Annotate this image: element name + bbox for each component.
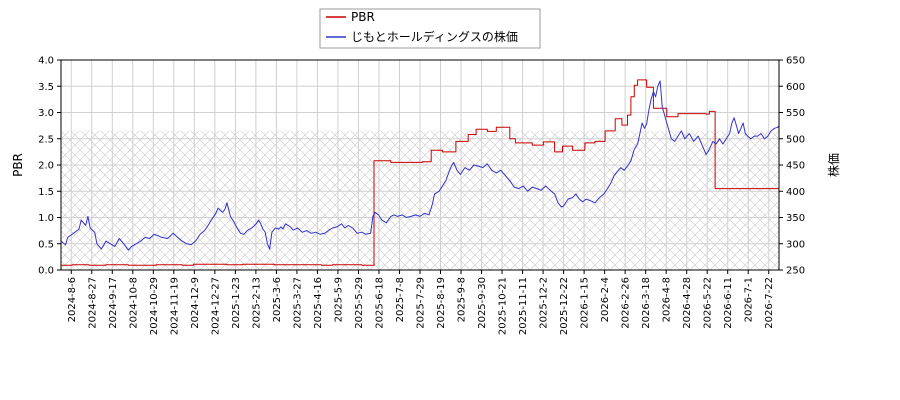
right-tick-label: 500 <box>786 134 805 145</box>
x-tick-label: 2024-9-17 <box>108 277 119 329</box>
x-tick-label: 2025-5-29 <box>354 277 365 329</box>
pbr-line <box>61 79 779 266</box>
x-tick-label: 2024-10-29 <box>149 277 160 335</box>
right-axis-title: 株価 <box>826 153 841 177</box>
legend-label-pbr: PBR <box>351 10 375 24</box>
x-tick-label: 2025-7-8 <box>395 277 406 322</box>
right-tick-label: 250 <box>786 266 805 277</box>
x-tick-label: 2024-12-27 <box>210 277 221 335</box>
x-tick-label: 2026-2-4 <box>600 277 611 322</box>
x-tick-label: 2026-7-1 <box>744 277 755 322</box>
right-tick-label: 450 <box>786 161 805 172</box>
left-tick-label: 2.5 <box>38 134 54 145</box>
x-tick-label: 2024-11-19 <box>169 277 180 335</box>
x-tick-label: 2025-2-13 <box>251 277 262 329</box>
x-tick-label: 2025-12-22 <box>559 277 570 335</box>
left-tick-label: 1.5 <box>38 187 54 198</box>
x-tick-label: 2024-10-8 <box>128 277 139 329</box>
right-tick-label: 650 <box>786 56 805 67</box>
left-tick-label: 4.0 <box>38 56 54 67</box>
left-tick-label: 1.0 <box>38 213 54 224</box>
plot-frame <box>60 59 780 271</box>
x-axis: 2024-8-6 2024-8-27 2024-9-17 2024-10-8 2024-… <box>67 270 775 335</box>
x-tick-label: 2024-8-6 <box>67 277 78 322</box>
left-tick-label: 3.0 <box>38 108 54 119</box>
legend-box <box>319 8 541 49</box>
right-tick-label: 600 <box>786 82 805 93</box>
left-tick-label: 3.5 <box>38 82 54 93</box>
x-tick-label: 2025-3-6 <box>272 277 283 322</box>
left-tick-label: 0.0 <box>38 266 54 277</box>
x-tick-label: 2025-8-19 <box>436 277 447 329</box>
x-tick-label: 2026-4-28 <box>682 277 693 329</box>
left-axis-title: PBR <box>11 153 25 177</box>
price-line <box>60 80 780 251</box>
grid <box>61 59 779 271</box>
x-tick-label: 2025-4-16 <box>313 277 324 329</box>
legend-label-price: じもとホールディングスの株価 <box>351 29 518 44</box>
right-tick-label: 300 <box>786 239 805 250</box>
x-tick-label: 2025-7-29 <box>416 277 427 329</box>
x-tick-label: 2025-6-18 <box>374 277 385 329</box>
x-tick-label: 2026-5-22 <box>703 277 714 329</box>
x-tick-label: 2025-10-21 <box>498 277 509 335</box>
right-axis: 250 300 350 400 450 500 550 600 650 <box>779 56 805 277</box>
x-tick-label: 2026-7-22 <box>764 277 775 329</box>
x-tick-label: 2026-6-11 <box>723 277 734 329</box>
x-tick-label: 2025-12-2 <box>539 277 550 329</box>
x-tick-label: 2025-5-9 <box>333 277 344 322</box>
x-tick-label: 2026-3-18 <box>641 277 652 329</box>
x-tick-label: 2025-11-11 <box>518 277 529 335</box>
x-tick-label: 2024-8-27 <box>87 277 98 329</box>
x-tick-label: 2026-2-26 <box>621 277 632 329</box>
x-tick-label: 2024-12-9 <box>190 277 201 329</box>
right-tick-label: 350 <box>786 213 805 224</box>
right-tick-label: 550 <box>786 108 805 119</box>
x-tick-label: 2026-4-8 <box>662 277 673 322</box>
x-tick-label: 2025-3-27 <box>292 277 303 329</box>
right-tick-label: 400 <box>786 187 805 198</box>
left-tick-label: 0.5 <box>38 239 54 250</box>
x-tick-label: 2025-9-8 <box>457 277 468 322</box>
x-tick-label: 2025-1-23 <box>231 277 242 329</box>
x-tick-label: 2025-9-30 <box>477 277 488 329</box>
x-tick-label: 2026-1-15 <box>580 277 591 329</box>
series-group <box>60 79 780 266</box>
left-tick-label: 2.0 <box>38 161 54 172</box>
legend: PBR じもとホールディングスの株価 <box>319 8 541 49</box>
left-axis: 0.0 0.5 1.0 1.5 2.0 2.5 3.0 3.5 4.0 <box>38 56 61 277</box>
